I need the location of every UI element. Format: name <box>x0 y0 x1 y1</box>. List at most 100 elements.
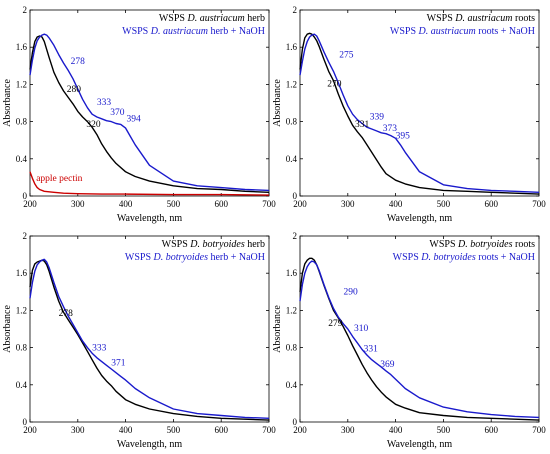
legend-species: D. austriacum <box>150 26 208 37</box>
y-axis-label: Absorbance <box>2 79 13 127</box>
peak-annotation: 320 <box>86 120 101 130</box>
y-tick-label: 1.6 <box>286 268 298 278</box>
y-tick-label: 0.4 <box>286 380 298 390</box>
y-tick-label: 1.6 <box>16 42 28 52</box>
peak-annotation: 331 <box>355 120 370 130</box>
series-line-2 <box>29 258 270 419</box>
legend-prefix: WSPS <box>159 13 188 24</box>
x-tick-label: 200 <box>23 425 37 435</box>
peak-annotation: 369 <box>380 360 395 370</box>
series-line-1 <box>29 259 270 421</box>
legend-entry: WSPS D. austriacum herb <box>159 13 265 24</box>
x-tick-label: 300 <box>71 425 85 435</box>
y-tick-label: 2 <box>293 231 298 241</box>
y-tick-label: 1.2 <box>286 305 297 315</box>
peak-annotation: 333 <box>92 343 107 353</box>
y-tick-label: 2 <box>293 5 298 15</box>
peak-annotation: 331 <box>364 344 379 354</box>
legend-species: D. austriacum <box>186 13 244 24</box>
y-tick-label: 0 <box>23 191 28 201</box>
x-tick-label: 600 <box>484 425 498 435</box>
legend-suffix: herb <box>245 239 265 250</box>
x-tick-label: 300 <box>341 199 355 209</box>
x-tick-label: 200 <box>293 199 307 209</box>
legend-species: D. austriacum <box>454 13 512 24</box>
y-tick-label: 0.8 <box>16 343 28 353</box>
x-tick-label: 300 <box>341 425 355 435</box>
x-tick-label: 500 <box>437 425 451 435</box>
legend-suffix: herb <box>245 13 265 24</box>
x-tick-label: 700 <box>532 199 546 209</box>
legend-prefix: WSPS <box>390 26 419 37</box>
peak-annotation: 275 <box>339 50 354 60</box>
panel-4: 200 300 400 500 600 700 0 0.4 0.8 1.2 1.6 2 Waveleng… <box>272 231 546 450</box>
legend-suffix: herb + NaOH <box>208 252 265 263</box>
x-axis-label: Wavelength, nm <box>387 213 453 224</box>
legend-suffix: herb + NaOH <box>208 26 265 37</box>
peak-annotation: 290 <box>343 288 358 298</box>
legend-prefix: WSPS <box>162 239 191 250</box>
x-tick-label: 500 <box>437 199 451 209</box>
peak-annotation: 394 <box>127 115 142 125</box>
y-tick-label: 0 <box>293 191 298 201</box>
peak-annotation: 279 <box>328 319 343 329</box>
legend-entry: WSPS D. botryoides roots + NaOH <box>393 252 535 263</box>
series-line-1 <box>29 35 270 193</box>
x-tick-label: 600 <box>484 199 498 209</box>
legend-species: D. botryoides <box>457 239 513 250</box>
x-axis-label: Wavelength, nm <box>117 439 183 450</box>
peak-annotation: 395 <box>396 131 411 141</box>
y-tick-label: 1.2 <box>286 79 297 89</box>
y-tick-label: 0 <box>23 417 28 427</box>
legend-entry: WSPS D. austriacum herb + NaOH <box>122 26 265 37</box>
series-line-2 <box>29 33 270 192</box>
x-tick-label: 400 <box>119 425 133 435</box>
legend-species: D. botryoides <box>420 252 476 263</box>
plot-frame <box>29 9 270 197</box>
legend-species: D. botryoides <box>189 239 245 250</box>
x-tick-label: 400 <box>119 199 133 209</box>
y-tick-label: 2 <box>23 231 28 241</box>
legend-entry: WSPS D. botryoides herb <box>162 239 265 250</box>
x-tick-label: 700 <box>262 425 276 435</box>
y-tick-label: 1.2 <box>16 79 27 89</box>
x-tick-label: 700 <box>262 199 276 209</box>
series-line-1 <box>299 257 540 421</box>
legend-suffix: roots + NaOH <box>476 26 535 37</box>
legend-prefix: WSPS <box>122 26 151 37</box>
legend-entry: WSPS D. austriacum roots <box>427 13 535 24</box>
x-tick-label: 700 <box>532 425 546 435</box>
x-tick-label: 300 <box>71 199 85 209</box>
legend-suffix: roots + NaOH <box>476 252 535 263</box>
x-tick-label: 500 <box>167 425 181 435</box>
y-axis-label: Absorbance <box>2 305 13 353</box>
y-tick-label: 1.2 <box>16 305 27 315</box>
series-line-3 <box>29 171 270 196</box>
legend-entry: WSPS D. botryoides herb + NaOH <box>125 252 265 263</box>
x-tick-label: 600 <box>214 199 228 209</box>
legend-species: D. botryoides <box>153 252 209 263</box>
legend-prefix: WSPS <box>125 252 154 263</box>
peak-annotation: 373 <box>383 124 398 134</box>
peak-annotation: 310 <box>354 324 369 334</box>
x-axis-label: Wavelength, nm <box>387 439 453 450</box>
peak-annotation: 270 <box>327 79 342 89</box>
x-tick-label: 400 <box>389 425 403 435</box>
panel-2: 200 300 400 500 600 700 0 0.4 0.8 1.2 1.6 2 Waveleng… <box>272 5 546 224</box>
x-tick-label: 600 <box>214 425 228 435</box>
y-tick-label: 0.8 <box>286 343 298 353</box>
legend-species: D. austriacum <box>418 26 476 37</box>
y-tick-label: 0.4 <box>286 154 298 164</box>
peak-annotation: 280 <box>67 85 82 95</box>
peak-annotation: 371 <box>111 358 126 368</box>
peak-annotation: 278 <box>59 309 74 319</box>
x-axis-label: Wavelength, nm <box>117 213 183 224</box>
plot-frame <box>299 9 540 197</box>
plot-frame <box>299 235 540 423</box>
y-axis-label: Absorbance <box>272 305 283 353</box>
legend-suffix: roots <box>513 239 536 250</box>
y-tick-label: 0 <box>293 417 298 427</box>
y-tick-label: 0.8 <box>286 117 298 127</box>
y-tick-label: 0.4 <box>16 154 28 164</box>
legend-prefix: WSPS <box>427 13 456 24</box>
